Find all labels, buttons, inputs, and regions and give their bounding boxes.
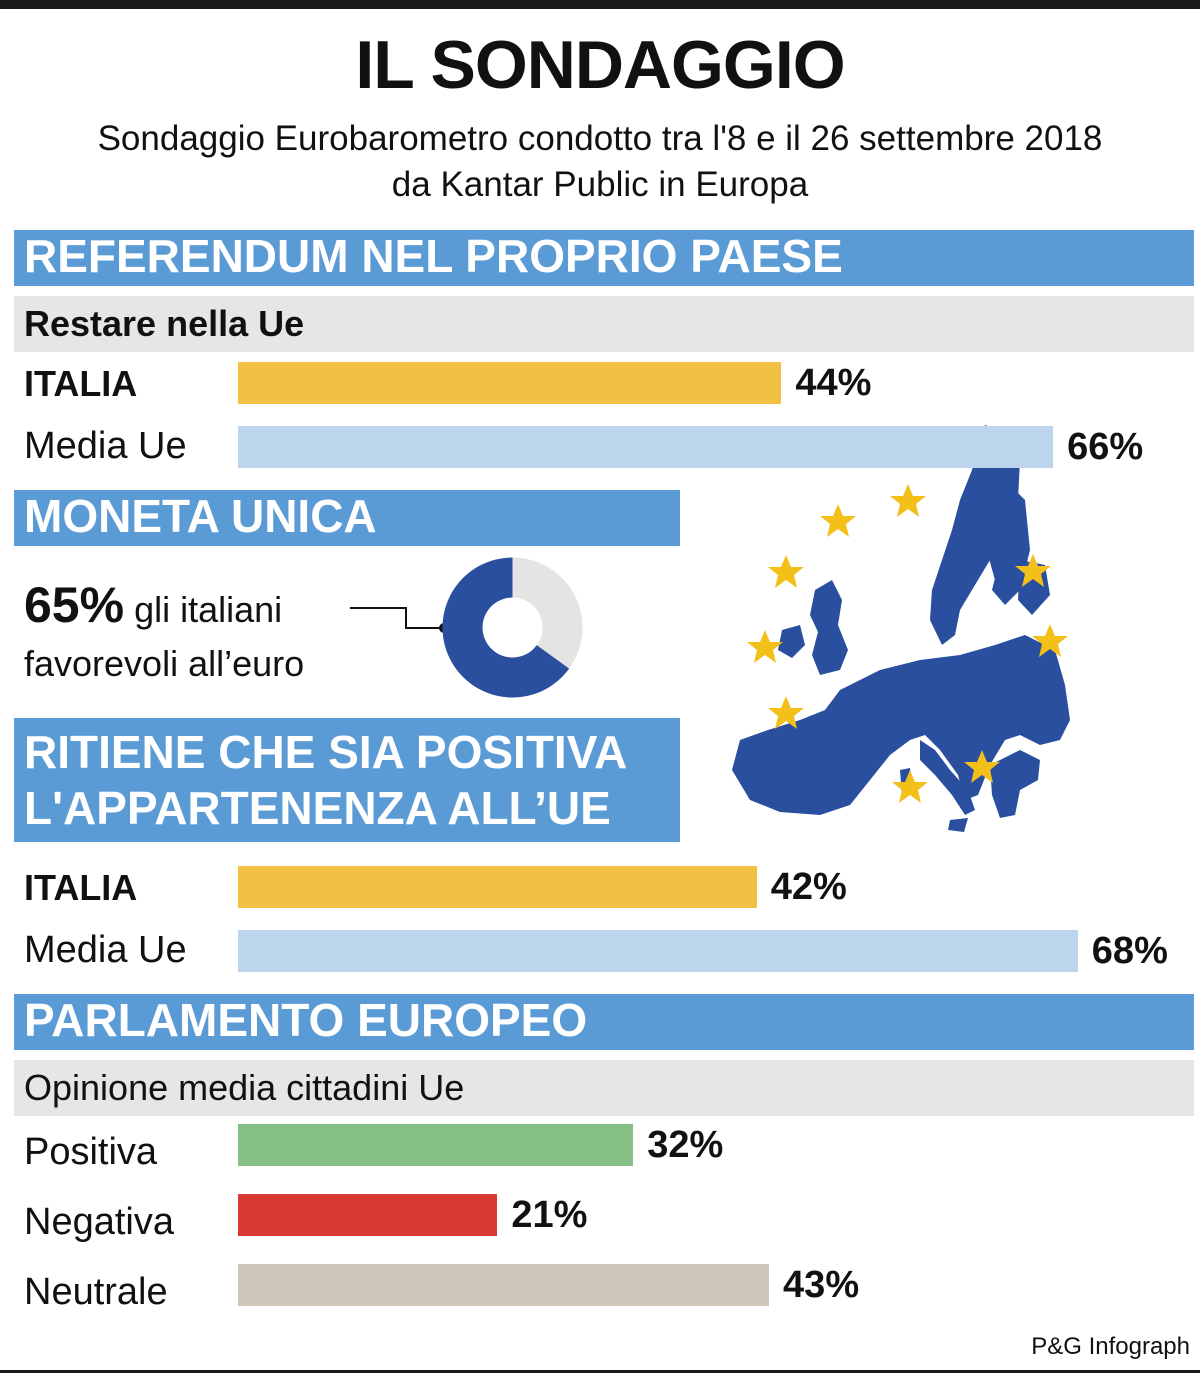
moneta-big-value: 65% <box>24 577 125 633</box>
bar-neutrale <box>238 1264 770 1306</box>
appartenenza-header-line1: RITIENE CHE SIA POSITIVA <box>24 726 628 778</box>
value-label: 43% <box>783 1264 860 1306</box>
value-label: 42% <box>770 866 847 908</box>
top-rule <box>0 0 1200 9</box>
parlamento-header: PARLAMENTO EUROPEO <box>14 994 1194 1050</box>
moneta-text: 65% gli italiani favorevoli all’euro <box>24 578 304 691</box>
star-icon <box>768 555 804 588</box>
star-icon <box>820 504 856 537</box>
appartenenza-header: RITIENE CHE SIA POSITIVA L'APPARTENENZA … <box>14 718 680 842</box>
bar-label: Negativa <box>24 1201 174 1243</box>
bar-label: Neutrale <box>24 1271 168 1313</box>
moneta-header: MONETA UNICA <box>14 490 680 546</box>
bar-italia-appartenenza <box>238 866 757 908</box>
moneta-text-line2: favorevoli all’euro <box>24 643 305 684</box>
subtitle-line-2: da Kantar Public in Europa <box>391 165 809 204</box>
star-icon <box>1015 554 1051 587</box>
subtitle-line-1: Sondaggio Eurobarometro condotto tra l'8… <box>97 119 1103 158</box>
europe-map-icon <box>732 425 1070 832</box>
page-title: IL SONDAGGIO <box>355 27 845 103</box>
page-subtitle: Sondaggio Eurobarometro condotto tra l'8… <box>0 116 1200 208</box>
bottom-rule <box>0 1370 1200 1373</box>
value-label: 66% <box>1067 426 1144 468</box>
bar-media-ue-appartenenza <box>238 930 1078 972</box>
bar-media-ue-referendum <box>238 426 1054 468</box>
bar-label: ITALIA <box>24 867 138 908</box>
appartenenza-header-line2: L'APPARTENENZA ALL’UE <box>24 782 611 834</box>
eu-map-illustration <box>732 425 1070 832</box>
star-icon <box>964 750 1000 783</box>
source-credit: P&G Infograph <box>1031 1333 1190 1360</box>
star-icon <box>892 770 928 803</box>
leader-line <box>350 607 449 633</box>
eu-stars <box>747 484 1068 803</box>
donut-chart <box>442 557 583 698</box>
star-icon <box>890 484 926 517</box>
donut-slice-favorevoli <box>442 557 570 698</box>
moneta-text-line1: gli italiani <box>134 589 283 630</box>
bar-label: Positiva <box>24 1131 158 1173</box>
value-label: 44% <box>795 362 872 404</box>
star-icon <box>768 696 804 729</box>
value-label: 68% <box>1091 930 1168 972</box>
referendum-subheader: Restare nella Ue <box>14 296 1194 352</box>
bar-positiva <box>238 1124 634 1166</box>
referendum-header: REFERENDUM NEL PROPRIO PAESE <box>14 230 1194 286</box>
bar-label: ITALIA <box>24 363 138 404</box>
parlamento-subheader: Opinione media cittadini Ue <box>14 1060 1194 1116</box>
value-label: 32% <box>647 1124 724 1166</box>
bar-italia-referendum <box>238 362 782 404</box>
bar-negativa <box>238 1194 498 1236</box>
bar-label: Media Ue <box>24 929 187 971</box>
star-icon <box>747 630 783 663</box>
bar-label: Media Ue <box>24 425 187 467</box>
star-icon <box>1032 624 1068 657</box>
value-label: 21% <box>511 1194 588 1236</box>
